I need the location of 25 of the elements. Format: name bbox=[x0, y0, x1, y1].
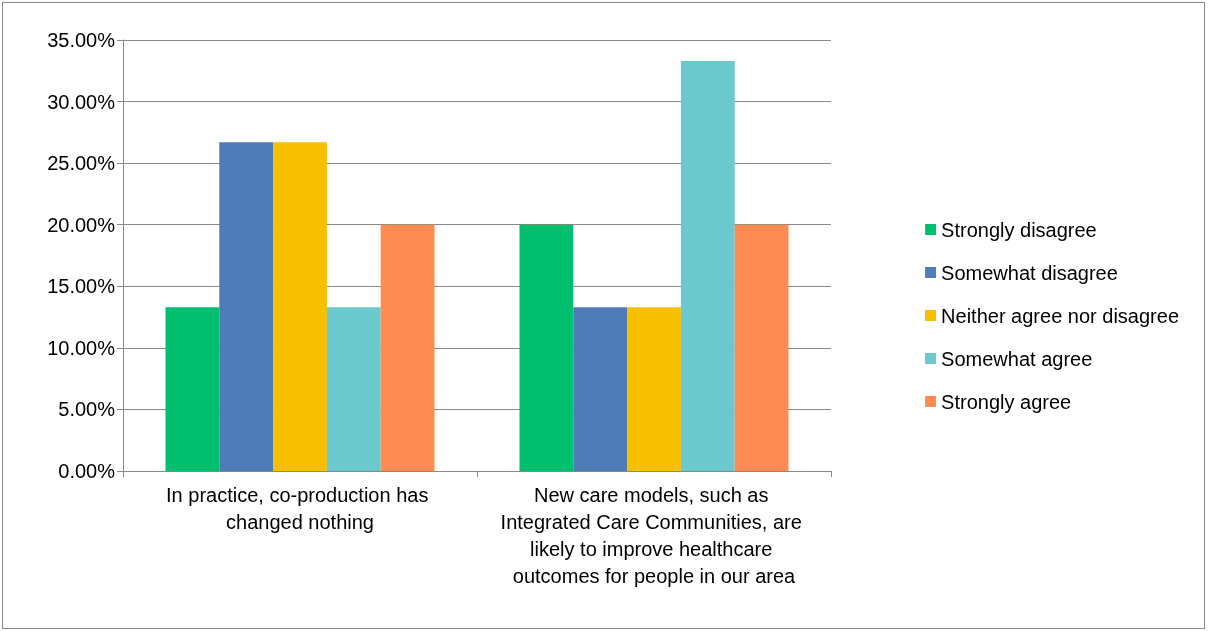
y-tick-label: 35.00% bbox=[47, 29, 116, 51]
legend-label: Somewhat disagree bbox=[941, 261, 1118, 284]
bar bbox=[165, 307, 220, 471]
legend-label: Strongly disagree bbox=[941, 218, 1097, 241]
bar bbox=[326, 307, 381, 471]
y-tick-label: 0.00% bbox=[58, 460, 116, 482]
x-tick-label: In practice, co-production has changed nothing bbox=[166, 483, 434, 533]
legend-label: Somewhat agree bbox=[941, 347, 1093, 370]
bar bbox=[219, 142, 274, 471]
legend-label: Neither agree nor disagree bbox=[941, 304, 1179, 327]
bar bbox=[380, 224, 435, 471]
y-tick-label: 30.00% bbox=[47, 90, 116, 113]
legend-label: Strongly agree bbox=[941, 390, 1072, 413]
y-tick-label: 5.00% bbox=[58, 398, 116, 421]
y-tick-label: 15.00% bbox=[47, 275, 116, 298]
x-tick-label: New care models, such as Integrated Care Communities, are likely to improve healthcare outcomes for people in our area bbox=[500, 483, 808, 587]
bar bbox=[519, 224, 574, 471]
bar bbox=[680, 60, 735, 471]
bar bbox=[573, 307, 628, 471]
y-tick-label: 20.00% bbox=[47, 213, 116, 236]
bar bbox=[734, 224, 789, 471]
y-tick-label: 25.00% bbox=[47, 152, 116, 175]
bar bbox=[627, 307, 681, 471]
y-tick-label: 10.00% bbox=[47, 336, 116, 359]
bar bbox=[273, 142, 327, 471]
